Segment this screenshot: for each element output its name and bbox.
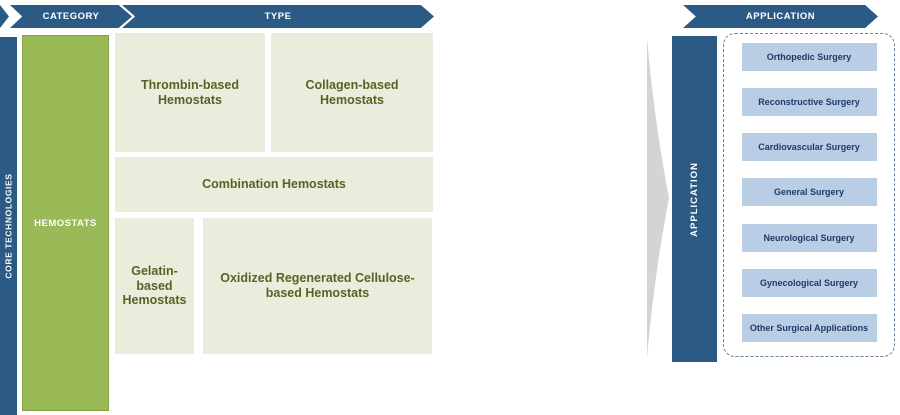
application-item-orthopedic: Orthopedic Surgery (741, 43, 877, 71)
type-box-thrombin-based-label: Thrombin-based Hemostats (141, 77, 239, 107)
application-item-gynecological-label: Gynecological Surgery (759, 277, 859, 288)
application-item-neurological-label: Neurological Surgery (763, 232, 855, 243)
application-item-cardiovascular-label: Cardiovascular Surgery (758, 142, 860, 153)
banner-category: CATEGORY (10, 5, 132, 28)
funnel-connector-shape (647, 38, 669, 358)
application-item-neurological: Neurological Surgery (741, 223, 877, 252)
application-item-cardiovascular: Cardiovascular Surgery (741, 133, 877, 162)
banner-category-label: CATEGORY (42, 11, 100, 22)
application-item-other-surgical: Other Surgical Applications (741, 313, 877, 342)
application-item-general-label: General Surgery (773, 187, 845, 198)
application-axis-label: APPLICATION (689, 161, 700, 237)
application-item-gynecological: Gynecological Surgery (741, 268, 877, 297)
category-item-hemostats: HEMOSTATS (22, 35, 109, 411)
chevron-lead-icon (0, 5, 9, 28)
application-item-other-surgical-label: Other Surgical Applications (749, 322, 869, 333)
application-item-reconstructive: Reconstructive Surgery (741, 88, 877, 117)
type-box-combination-label: Combination Hemostats (202, 177, 346, 192)
type-box-collagen-based-label: Collagen-based Hemostats (305, 77, 399, 107)
type-box-combination: Combination Hemostats (115, 157, 433, 212)
application-item-orthopedic-label: Orthopedic Surgery (766, 52, 852, 62)
type-box-gelatin-based-label: Gelatin-based Hemostats (122, 263, 187, 308)
type-box-oxidized-regenerated-cellulose-label: Oxidized Regenerated Cellulose-based Hem… (220, 271, 415, 300)
banner-application: APPLICATION (683, 5, 878, 28)
banner-application-label: APPLICATION (745, 11, 816, 22)
banner-type-label: TYPE (264, 11, 292, 22)
type-box-oxidized-regenerated-cellulose: Oxidized Regenerated Cellulose-based Hem… (203, 218, 432, 354)
core-technologies-label: CORE TECHNOLOGIES (3, 173, 14, 279)
application-axis-bar: APPLICATION (672, 36, 717, 362)
banner-type: TYPE (122, 5, 434, 28)
type-box-collagen-based: Collagen-based Hemostats (271, 33, 433, 152)
application-item-reconstructive-label: Reconstructive Surgery (758, 97, 860, 108)
type-box-gelatin-based: Gelatin-based Hemostats (115, 218, 194, 354)
type-box-thrombin-based: Thrombin-based Hemostats (115, 33, 265, 152)
category-item-hemostats-label: HEMOSTATS (34, 217, 97, 229)
application-item-general: General Surgery (741, 178, 877, 207)
application-panel: Orthopedic Surgery Reconstructive Surger… (723, 33, 895, 357)
core-technologies-bar: CORE TECHNOLOGIES (0, 37, 17, 415)
